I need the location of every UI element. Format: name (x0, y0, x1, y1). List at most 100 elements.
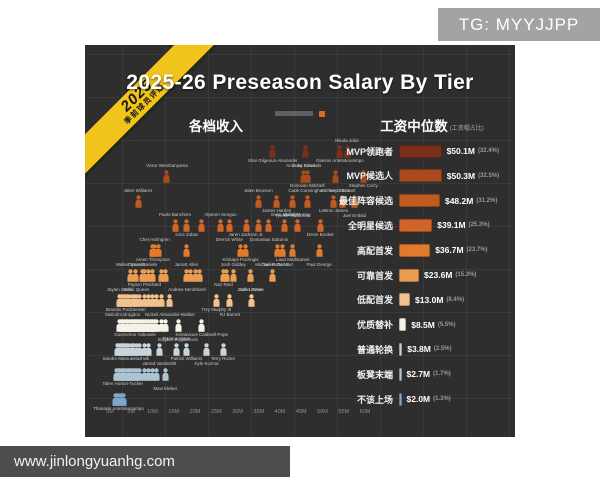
person-icon (182, 244, 191, 257)
person-icon (155, 343, 164, 357)
x-axis-tick: 30M (232, 409, 243, 415)
person-icon (148, 269, 157, 282)
person-icon (278, 244, 287, 257)
person-icon (131, 269, 140, 282)
person-icon (229, 269, 238, 282)
left-section-header: 各档收入 (189, 119, 243, 134)
median-bar (399, 318, 407, 332)
tier-label: MVP领跑者 (346, 146, 393, 157)
player-name: Derik Queen (124, 286, 150, 292)
player-name: Naz Reid (214, 282, 233, 287)
median-value: $3.8M (407, 344, 431, 355)
player-name: Anthony Davis (320, 187, 350, 193)
median-bar (399, 144, 442, 158)
tier-row: 高配首发 $36.7M (23.7%) (263, 241, 513, 259)
player-name: Jarred Vanderbilt (142, 361, 177, 367)
median-value: $50.3M (446, 170, 476, 181)
person-icon (212, 293, 221, 307)
player-name: Anthony Edwards (286, 162, 322, 168)
byline-logo-text (274, 111, 313, 117)
cap-percentage: (32.5%) (478, 172, 500, 179)
person-icon (338, 194, 347, 208)
person-icon (303, 194, 312, 208)
tier-label: 全明星候选 (347, 220, 393, 231)
player-name: Josh Giddey (220, 262, 246, 267)
person-icon (350, 194, 359, 208)
person-icon (359, 169, 368, 183)
player-name: Terry Rozier (210, 356, 236, 362)
person-icon (197, 219, 206, 233)
cap-percentage: (23.7%) (466, 247, 488, 254)
person-icon (225, 219, 234, 233)
player-name: Guerschon Yabusele (114, 331, 156, 337)
person-icon (162, 169, 171, 183)
person-icon (254, 219, 263, 233)
telegram-watermark: TG: MYYJJPP (438, 8, 600, 41)
player-name: Thanasis Antetokounmpo (93, 406, 144, 411)
right-header-note: (工资帽占比) (449, 126, 484, 132)
person-icon (157, 293, 166, 307)
player-name: Payton Pritchard (127, 282, 162, 287)
player-name: Shai Gilgeous-Alexander (247, 158, 298, 163)
person-icon (268, 269, 277, 282)
median-value: $13.0M (415, 294, 444, 305)
tier-label: 不该上场 (356, 394, 393, 405)
tier-row: MVP候选人 $50.3M (32.5%) (263, 167, 513, 185)
person-icon (174, 318, 183, 332)
cap-percentage: (2.5%) (433, 346, 452, 353)
x-axis-tick: 40M (274, 409, 286, 415)
person-icon (264, 219, 273, 233)
person-icon (272, 194, 281, 208)
player-name: Victor Wembanyama (146, 162, 188, 168)
person-icon (301, 145, 310, 158)
player-name: Malcolm Brogdon (105, 311, 141, 317)
median-value: $2.0M (406, 394, 431, 404)
player-name: Talen Horton-Tucker (102, 381, 144, 387)
player-name: Stephen Curry (348, 182, 378, 188)
person-icon (182, 219, 191, 233)
person-icon (335, 145, 344, 158)
byline-watermark (85, 105, 515, 123)
player-name: Alperen Sengun (204, 212, 237, 218)
person-icon (247, 293, 256, 307)
person-icon (288, 244, 297, 257)
player-name: Dyson Daniels (128, 262, 158, 267)
player-name: Paolo Banchero (159, 212, 192, 218)
player-name: Bogdan Bogdanovic (157, 336, 199, 342)
median-bar (399, 268, 420, 282)
x-axis-tick: 20M (189, 409, 201, 415)
x-axis-tick: 15M (168, 409, 180, 415)
person-icon (343, 145, 352, 158)
player-name: Amen Thompson (135, 257, 171, 263)
player-name: Giannis Antetokounmpo (316, 158, 364, 163)
x-axis-tick: 25M (210, 409, 222, 415)
person-icon (171, 219, 180, 233)
tier-row: 最佳阵容候选 $48.2M (31.2%) (263, 192, 513, 210)
cap-percentage: (5.5%) (437, 321, 456, 328)
person-icon (154, 244, 163, 257)
person-icon (225, 293, 234, 307)
player-name: Jaren Jackson Jr. (228, 232, 264, 238)
median-bar (399, 243, 431, 257)
person-icon (222, 269, 231, 282)
person-icon (119, 393, 128, 406)
x-axis-tick: 10M (147, 409, 158, 415)
tier-row: 不该上场 $2.0M (1.3%) (263, 390, 513, 408)
x-axis-tick: 5M (127, 409, 136, 415)
person-icon (126, 269, 135, 282)
person-icon (288, 194, 297, 208)
tier-row: 全明星候选 $39.1M (25.3%) (263, 216, 513, 234)
cap-percentage: (32.4%) (477, 148, 499, 154)
player-name: Domantas Sabonis (249, 237, 288, 243)
player-name: Nickeil Alexander-Walker (144, 311, 195, 317)
player-name: Cade Cunningham (288, 187, 326, 193)
person-icon (172, 343, 181, 357)
byline-logo-icon (319, 110, 326, 117)
player-name: Patrick Williams (170, 356, 203, 362)
person-icon (161, 318, 170, 332)
median-value: $36.7M (435, 245, 464, 256)
cap-percentage: (1.7%) (433, 371, 451, 378)
median-value: $2.7M (406, 369, 431, 380)
chart-title: 2025-26 Preseason Salary By Tier (126, 71, 474, 94)
